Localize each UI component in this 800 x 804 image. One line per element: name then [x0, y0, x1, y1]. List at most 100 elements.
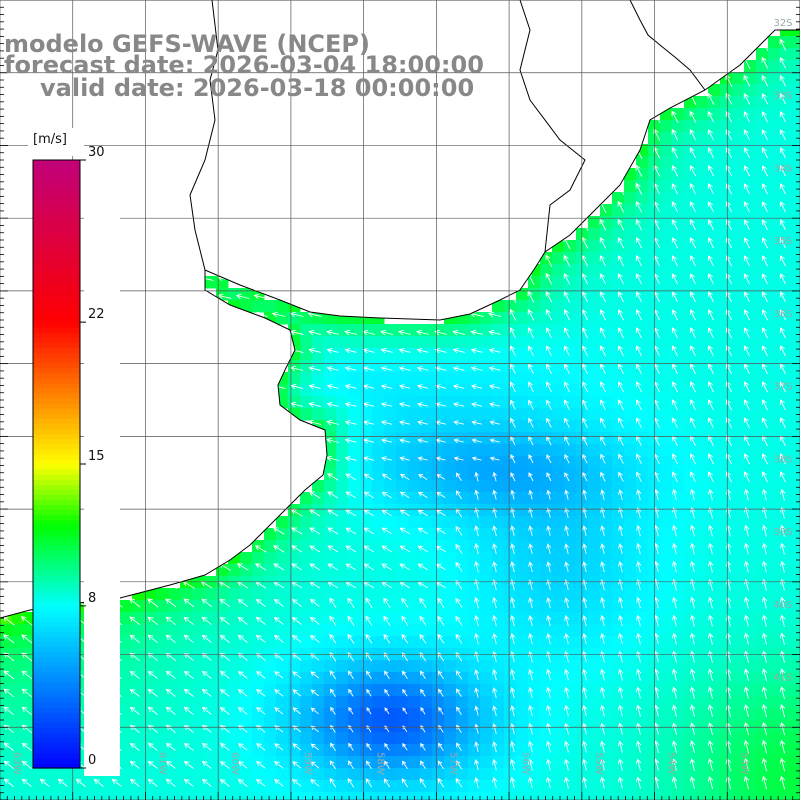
- speed-cell: [624, 564, 637, 577]
- wind-arrow: [219, 688, 230, 697]
- wind-arrow: [671, 524, 678, 537]
- speed-cell: [660, 396, 673, 409]
- speed-cell: [756, 84, 769, 97]
- speed-cell: [480, 372, 493, 385]
- speed-cell: [204, 696, 217, 709]
- speed-cell: [744, 480, 757, 493]
- wind-arrow: [563, 758, 570, 771]
- speed-cell: [744, 336, 757, 349]
- speed-cell: [612, 492, 625, 505]
- wind-arrow: [528, 597, 534, 609]
- speed-cell: [720, 552, 733, 565]
- speed-cell: [192, 696, 205, 709]
- speed-cell: [792, 300, 800, 313]
- wind-arrow: [599, 291, 607, 303]
- speed-cell: [588, 684, 601, 697]
- wind-arrow: [707, 92, 715, 105]
- speed-cell: [480, 360, 493, 373]
- speed-cell: [312, 588, 325, 601]
- wind-arrow: [366, 707, 372, 715]
- speed-cell: [684, 408, 697, 421]
- wind-arrow: [743, 471, 750, 483]
- speed-cell: [432, 624, 445, 637]
- speed-cell: [288, 792, 301, 804]
- speed-cell: [456, 612, 469, 625]
- wind-arrow: [618, 507, 624, 519]
- wind-arrow: [20, 616, 33, 626]
- speed-cell: [120, 732, 133, 745]
- wind-arrow: [635, 200, 643, 213]
- speed-cell: [624, 252, 637, 265]
- wind-arrow: [707, 237, 714, 249]
- speed-cell: [624, 300, 637, 313]
- wind-arrow: [147, 742, 158, 751]
- speed-cell: [468, 528, 481, 541]
- wind-arrow: [183, 760, 194, 769]
- speed-cell: [660, 192, 673, 205]
- wind-arrow: [671, 542, 678, 555]
- wind-arrow: [671, 219, 679, 231]
- wind-arrow: [401, 778, 409, 788]
- speed-cell: [0, 624, 13, 637]
- wind-arrow: [419, 615, 427, 626]
- speed-cell: [732, 204, 745, 217]
- speed-cell: [792, 432, 800, 445]
- speed-cell: [768, 168, 781, 181]
- speed-cell: [540, 600, 553, 613]
- speed-cell: [552, 324, 565, 337]
- wind-arrow: [761, 183, 768, 195]
- speed-cell: [516, 516, 529, 529]
- speed-cell: [288, 564, 301, 577]
- speed-cell: [588, 384, 601, 397]
- speed-cell: [216, 732, 229, 745]
- speed-cell: [384, 768, 397, 781]
- speed-cell: [672, 192, 685, 205]
- speed-cell: [576, 372, 589, 385]
- wind-arrow: [779, 363, 786, 375]
- speed-cell: [588, 696, 601, 709]
- wind-arrow: [617, 291, 624, 303]
- wind-arrow: [381, 563, 393, 571]
- wind-arrow: [437, 670, 444, 680]
- speed-cell: [324, 336, 337, 349]
- speed-cell: [216, 660, 229, 673]
- speed-cell: [564, 660, 577, 673]
- speed-cell: [624, 324, 637, 337]
- speed-cell: [732, 684, 745, 697]
- speed-cell: [492, 384, 505, 397]
- wind-arrow: [347, 615, 355, 626]
- speed-cell: [360, 408, 373, 421]
- speed-cell: [564, 708, 577, 721]
- speed-cell: [12, 720, 25, 733]
- speed-cell: [696, 300, 709, 313]
- speed-cell: [252, 660, 265, 673]
- speed-cell: [456, 480, 469, 493]
- speed-cell: [12, 636, 25, 649]
- wind-arrow: [291, 545, 303, 553]
- wind-arrow: [743, 273, 750, 285]
- wind-arrow: [779, 327, 786, 339]
- speed-cell: [792, 528, 800, 541]
- speed-cell: [624, 420, 637, 433]
- speed-cell: [336, 456, 349, 469]
- speed-cell: [576, 504, 589, 517]
- speed-cell: [708, 480, 721, 493]
- wind-arrow: [761, 560, 768, 573]
- speed-cell: [480, 384, 493, 397]
- wind-arrow: [381, 438, 393, 444]
- speed-cell: [780, 780, 793, 793]
- wind-arrow: [455, 597, 463, 608]
- speed-cell: [312, 336, 325, 349]
- speed-cell: [300, 768, 313, 781]
- speed-cell: [564, 408, 577, 421]
- wind-arrow: [761, 345, 768, 357]
- speed-cell: [228, 696, 241, 709]
- wind-arrow: [510, 489, 516, 500]
- wind-arrow: [273, 779, 284, 787]
- speed-cell: [588, 480, 601, 493]
- speed-cell: [504, 612, 517, 625]
- speed-cell: [192, 768, 205, 781]
- wind-arrow: [545, 381, 552, 393]
- speed-cell: [120, 744, 133, 757]
- speed-cell: [324, 588, 337, 601]
